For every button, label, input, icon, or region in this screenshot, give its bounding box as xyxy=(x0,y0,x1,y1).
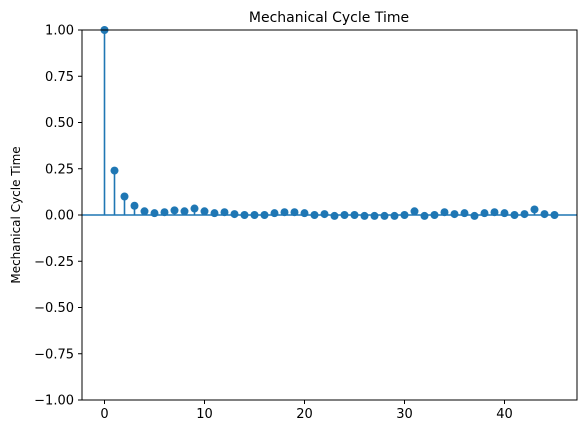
stem-marker xyxy=(490,208,499,217)
y-tick-label: −0.50 xyxy=(34,301,74,316)
stem-marker xyxy=(200,207,209,216)
stem-marker xyxy=(230,210,239,219)
stem-marker xyxy=(520,210,529,219)
x-tick-label: 20 xyxy=(296,407,313,422)
stem-marker xyxy=(540,210,549,219)
stem-marker xyxy=(460,209,469,218)
y-tick-label: 0.25 xyxy=(45,162,74,177)
y-tick-label: 0.00 xyxy=(45,209,74,224)
stem-marker xyxy=(550,211,559,219)
stem-marker xyxy=(270,209,279,218)
stem-marker xyxy=(350,211,359,219)
stem-marker xyxy=(480,209,489,218)
plot-frame xyxy=(81,29,578,401)
stem-marker xyxy=(190,204,199,213)
y-tick-label: −0.25 xyxy=(34,255,74,270)
stem-marker xyxy=(240,211,249,219)
chart-title: Mechanical Cycle Time xyxy=(249,10,409,26)
stem-marker xyxy=(470,211,479,220)
stem-marker xyxy=(180,207,189,216)
x-tick-label: 10 xyxy=(196,407,213,422)
stem-marker xyxy=(420,211,429,220)
stem-marker xyxy=(410,207,419,216)
y-tick-label: 0.50 xyxy=(45,116,74,131)
stem-marker xyxy=(300,209,309,218)
stem-marker xyxy=(160,208,169,217)
stem-marker xyxy=(360,211,369,220)
stem-marker xyxy=(310,211,319,219)
y-axis-label: Mechanical Cycle Time xyxy=(9,146,23,283)
stem-marker xyxy=(170,206,179,215)
stem-marker xyxy=(260,211,269,219)
x-tick-label: 40 xyxy=(496,407,513,422)
stem-marker xyxy=(290,208,299,217)
stem-marker xyxy=(510,211,519,219)
stem-marker xyxy=(440,208,449,217)
stem-marker xyxy=(530,205,539,214)
stem-marker xyxy=(430,211,439,219)
stem-marker xyxy=(450,210,459,219)
stem-marker xyxy=(280,208,289,217)
stem-marker xyxy=(500,209,509,218)
x-tick-label: 0 xyxy=(100,407,108,422)
stem-marker xyxy=(140,207,149,216)
y-tick-label: −0.75 xyxy=(34,347,74,362)
y-tick-label: −1.00 xyxy=(34,394,74,409)
stem-marker xyxy=(130,201,139,210)
y-tick-label: 0.75 xyxy=(45,70,74,85)
stem-marker xyxy=(340,211,349,219)
stem-marker xyxy=(250,211,259,219)
stem-marker xyxy=(120,192,129,201)
stem-marker xyxy=(320,210,329,219)
stem-marker xyxy=(370,211,379,220)
stem-marker xyxy=(390,211,399,220)
y-tick-label: 1.00 xyxy=(45,24,74,39)
stem-marker xyxy=(110,166,119,175)
stem-marker xyxy=(150,209,159,218)
stem-marker xyxy=(210,209,219,218)
stem-marker xyxy=(220,208,229,217)
x-tick-label: 30 xyxy=(396,407,413,422)
stem-marker xyxy=(380,211,389,220)
stem-marker xyxy=(400,211,409,219)
stem-marker xyxy=(330,211,339,220)
